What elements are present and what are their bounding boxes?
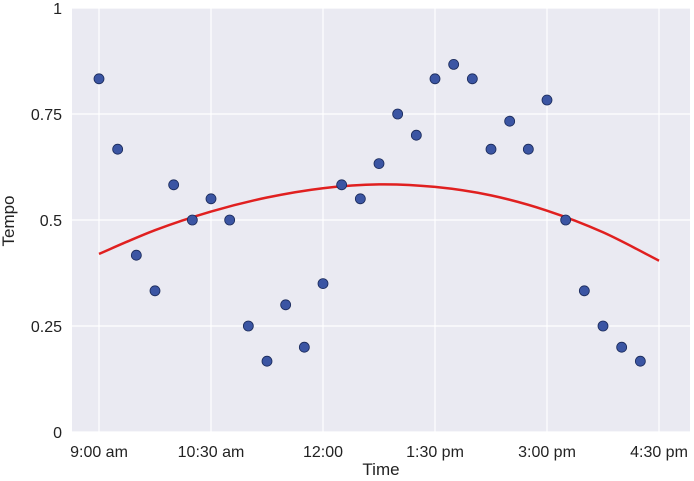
y-tick-label: 0.75 <box>31 107 62 124</box>
data-point <box>354 193 366 205</box>
data-point <box>448 58 460 70</box>
data-point <box>298 341 310 353</box>
data-point <box>410 129 422 141</box>
data-point <box>373 158 385 170</box>
data-point <box>336 179 348 191</box>
data-point <box>597 320 609 332</box>
data-point <box>149 285 161 297</box>
y-tick-label: 0.5 <box>40 213 62 230</box>
data-point <box>224 214 236 226</box>
data-point <box>634 355 646 367</box>
x-tick-label: 9:00 am <box>70 444 128 461</box>
data-point <box>392 108 404 120</box>
y-tick-label: 0.25 <box>31 319 62 336</box>
x-tick-label: 3:00 pm <box>518 444 576 461</box>
data-point <box>541 94 553 106</box>
y-axis-title: Tempo <box>0 195 18 246</box>
x-tick-label: 10:30 am <box>178 444 245 461</box>
data-point <box>616 341 628 353</box>
data-point <box>280 299 292 311</box>
data-point <box>560 214 572 226</box>
data-point <box>186 214 198 226</box>
y-tick-label: 0 <box>53 425 62 442</box>
data-point <box>130 249 142 261</box>
data-point <box>205 193 217 205</box>
data-point <box>429 73 441 85</box>
data-point <box>466 73 478 85</box>
y-tick-labels: 0 0.25 0.5 0.75 1 <box>31 1 62 442</box>
data-point <box>578 285 590 297</box>
data-point <box>504 115 516 127</box>
data-point <box>317 278 329 290</box>
data-point <box>242 320 254 332</box>
x-tick-labels: 9:00 am 10:30 am 12:00 1:30 pm 3:00 pm 4:30 p… <box>70 444 688 461</box>
scatter-points <box>93 58 646 367</box>
y-tick-label: 1 <box>53 1 62 18</box>
data-point <box>112 143 124 155</box>
data-point <box>485 143 497 155</box>
data-point <box>522 143 534 155</box>
data-point <box>261 355 273 367</box>
x-tick-label: 12:00 <box>303 444 343 461</box>
data-point <box>168 179 180 191</box>
x-tick-label: 1:30 pm <box>406 444 464 461</box>
data-point <box>93 73 105 85</box>
x-tick-label: 4:30 pm <box>630 444 688 461</box>
x-axis-title: Time <box>362 460 399 479</box>
